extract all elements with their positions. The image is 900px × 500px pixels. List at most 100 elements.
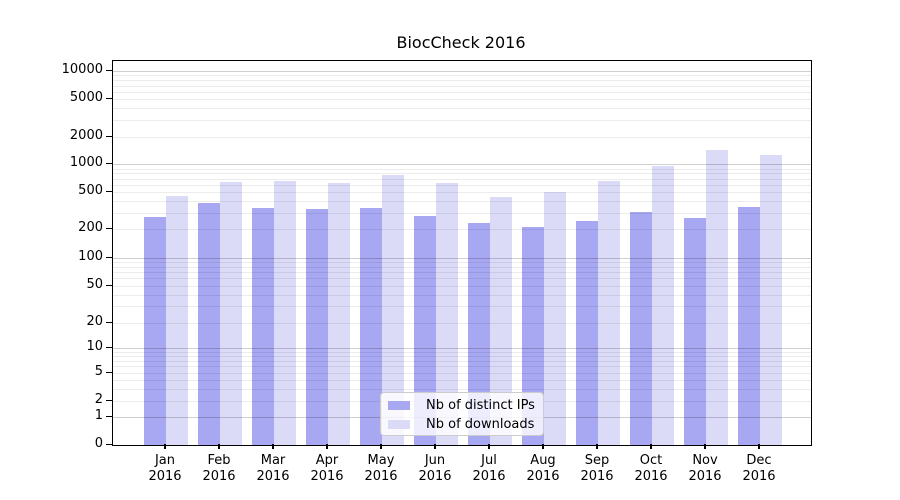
y-axis-tick-mark (106, 191, 112, 193)
bar-downloads-nov-2016 (706, 150, 728, 445)
x-axis-tick-label-jan-2016: Jan 2016 (148, 453, 182, 484)
grid-line-900 (113, 168, 811, 170)
x-axis-tick-label-sep-2016: Sep 2016 (580, 453, 614, 484)
grid-line-200 (113, 229, 811, 231)
bar-downloads-dec-2016 (760, 155, 782, 445)
x-axis-tick-label-feb-2016: Feb 2016 (202, 453, 236, 484)
bar-downloads-apr-2016 (328, 182, 350, 445)
bar-downloads-sep-2016 (598, 180, 620, 445)
bar-distinct-ips-mar-2016 (252, 208, 274, 445)
bar-downloads-jul-2016 (490, 196, 512, 445)
legend-item-downloads: Nb of downloads (381, 415, 543, 434)
grid-line-9000 (113, 75, 811, 77)
grid-line-10 (113, 348, 811, 349)
y-axis-tick-mark (106, 284, 112, 286)
x-axis-tick-label-apr-2016: Apr 2016 (310, 453, 344, 484)
y-axis-tick-mark (106, 228, 112, 230)
x-axis-tick-mark (704, 444, 706, 449)
x-axis-tick-mark (488, 444, 490, 449)
grid-line-2000 (113, 136, 811, 138)
grid-line-80 (113, 266, 811, 268)
grid-line-6000 (113, 91, 811, 93)
y-axis-tick-mark (106, 443, 112, 445)
grid-line-30 (113, 306, 811, 308)
y-axis-tick-mark (106, 163, 112, 165)
y-axis-tick-label-200: 200 (78, 220, 103, 236)
x-axis-tick-label-mar-2016: Mar 2016 (256, 453, 290, 484)
bar-distinct-ips-feb-2016 (198, 203, 220, 445)
legend: Nb of distinct IPs Nb of downloads (380, 392, 544, 436)
grid-line-100 (113, 257, 811, 259)
x-axis-tick-label-jul-2016: Jul 2016 (472, 453, 506, 484)
y-axis-tick-mark (106, 321, 112, 323)
grid-line-5000 (113, 99, 811, 101)
y-axis-tick-label-5: 5 (94, 364, 103, 379)
grid-line-4 (113, 379, 811, 381)
y-axis-tick-label-1: 1 (94, 407, 103, 423)
x-axis-tick-mark (542, 444, 544, 449)
y-axis-tick-label-2000: 2000 (69, 127, 103, 143)
x-axis-tick-label-aug-2016: Aug 2016 (526, 453, 560, 484)
bar-downloads-jan-2016 (166, 195, 188, 445)
grid-line-600 (113, 184, 811, 186)
x-axis-tick-mark (434, 444, 436, 449)
grid-line-7 (113, 360, 811, 362)
plot-area (112, 60, 812, 446)
y-axis-tick-mark (106, 256, 112, 258)
legend-swatch-icon (388, 401, 410, 410)
legend-label: Nb of downloads (426, 417, 535, 432)
legend-swatch-icon (388, 420, 410, 429)
y-axis-tick-label-10: 10 (86, 339, 103, 354)
bar-distinct-ips-may-2016 (360, 208, 382, 445)
bar-downloads-may-2016 (382, 175, 404, 445)
grid-line-5 (113, 373, 811, 374)
grid-line-60 (113, 278, 811, 280)
x-axis-tick-mark (164, 444, 166, 449)
y-axis-tick-label-100: 100 (78, 248, 103, 264)
grid-line-3 (113, 388, 811, 390)
grid-line-3000 (113, 120, 811, 122)
y-axis-tick-label-10000: 10000 (61, 61, 103, 77)
x-axis-tick-mark (218, 444, 220, 449)
bar-distinct-ips-nov-2016 (684, 218, 706, 445)
y-axis-tick-mark (106, 400, 112, 402)
legend-label: Nb of distinct IPs (426, 398, 535, 413)
grid-line-300 (113, 212, 811, 214)
grid-line-400 (113, 201, 811, 203)
x-axis-tick-label-dec-2016: Dec 2016 (742, 453, 776, 484)
grid-line-8000 (113, 80, 811, 82)
x-axis-tick-label-may-2016: May 2016 (364, 453, 398, 484)
y-axis-tick-label-0: 0 (94, 435, 103, 451)
y-axis-tick-mark (106, 347, 112, 349)
grid-line-10000 (113, 70, 811, 72)
bar-distinct-ips-aug-2016 (522, 227, 544, 445)
bar-distinct-ips-oct-2016 (630, 212, 652, 445)
x-axis-tick-mark (596, 444, 598, 449)
grid-line-50 (113, 285, 811, 287)
grid-line-8 (113, 356, 811, 358)
y-axis-tick-mark (106, 69, 112, 72)
bar-distinct-ips-jul-2016 (468, 222, 490, 445)
y-axis-tick-label-1000: 1000 (69, 155, 103, 171)
grid-line-90 (113, 261, 811, 263)
y-axis-tick-label-20: 20 (86, 313, 103, 329)
grid-line-700 (113, 178, 811, 180)
y-axis-tick-mark (106, 135, 112, 137)
bar-distinct-ips-jan-2016 (144, 216, 166, 445)
y-axis-tick-label-2: 2 (94, 392, 103, 407)
bar-distinct-ips-apr-2016 (306, 208, 328, 445)
grid-line-70 (113, 272, 811, 274)
y-axis-tick-label-5000: 5000 (69, 90, 103, 106)
grid-line-800 (113, 173, 811, 175)
grid-line-6 (113, 366, 811, 368)
chart-title: BiocCheck 2016 (396, 33, 526, 52)
y-axis-tick-mark (106, 372, 112, 374)
grid-line-1000 (113, 164, 811, 166)
grid-line-40 (113, 294, 811, 296)
bar-downloads-aug-2016 (544, 191, 566, 445)
grid-line-7000 (113, 85, 811, 87)
x-axis-tick-label-nov-2016: Nov 2016 (688, 453, 722, 484)
legend-item-distinct-ips: Nb of distinct IPs (381, 396, 543, 415)
y-axis-tick-label-50: 50 (86, 276, 103, 292)
x-axis-tick-mark (326, 444, 328, 449)
